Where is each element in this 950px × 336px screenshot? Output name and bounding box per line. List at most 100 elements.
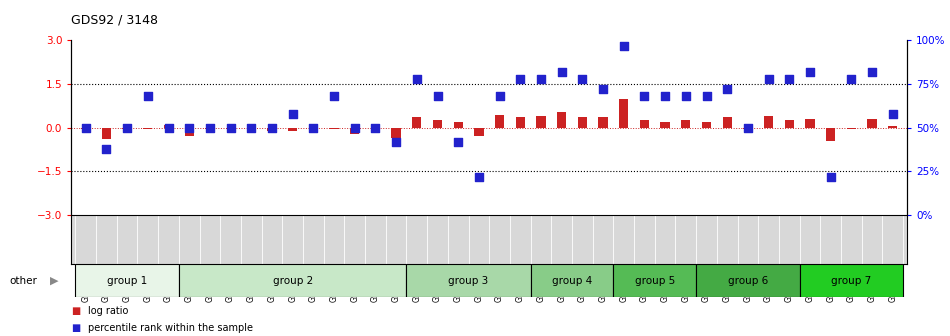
Point [141, 93, 156, 99]
Point [120, 125, 135, 130]
Text: other: other [10, 276, 37, 286]
Bar [846, 128, 856, 129]
Point [78, 125, 93, 130]
Bar [407, 264, 531, 297]
Bar [619, 98, 628, 128]
Bar [614, 264, 696, 297]
Bar [391, 128, 401, 138]
Bar [226, 128, 236, 129]
Bar [806, 119, 815, 128]
Bar [247, 128, 256, 129]
Point [554, 69, 569, 75]
Bar [81, 128, 90, 129]
Point [264, 125, 279, 130]
Point [719, 87, 734, 92]
Point [368, 125, 383, 130]
Text: ■: ■ [71, 323, 81, 333]
Point [223, 125, 238, 130]
Bar [370, 128, 380, 129]
Bar [267, 128, 276, 131]
Point [617, 43, 632, 48]
Text: percentile rank within the sample: percentile rank within the sample [88, 323, 254, 333]
Point [181, 125, 197, 130]
Text: GDS92 / 3148: GDS92 / 3148 [71, 14, 159, 27]
Bar [764, 116, 773, 128]
Bar [330, 128, 339, 129]
Bar [516, 118, 525, 128]
Text: group 7: group 7 [831, 276, 871, 286]
Bar [495, 115, 504, 128]
Point [327, 93, 342, 99]
Bar [412, 118, 422, 128]
Point [492, 93, 507, 99]
Bar [888, 126, 898, 128]
Text: group 3: group 3 [448, 276, 488, 286]
Point [389, 139, 404, 144]
Bar [537, 116, 545, 128]
Bar [531, 264, 614, 297]
Point [575, 76, 590, 81]
Point [471, 174, 486, 179]
Bar [681, 120, 691, 128]
Point [430, 93, 446, 99]
Text: ▶: ▶ [50, 276, 58, 286]
Point [782, 76, 797, 81]
Bar [578, 118, 587, 128]
Point [533, 76, 548, 81]
Point [513, 76, 528, 81]
Bar [184, 128, 194, 136]
Bar [351, 128, 359, 133]
Bar [309, 128, 318, 129]
Point [761, 76, 776, 81]
Bar [639, 120, 649, 128]
Point [347, 125, 362, 130]
Bar [163, 125, 173, 128]
Point [202, 125, 218, 130]
Bar [288, 128, 297, 131]
Point [803, 69, 818, 75]
Point [740, 125, 755, 130]
Point [161, 125, 176, 130]
Text: ■: ■ [71, 306, 81, 316]
Text: group 5: group 5 [635, 276, 674, 286]
Point [823, 174, 838, 179]
Point [285, 111, 300, 116]
Bar [75, 264, 179, 297]
Bar [433, 120, 442, 128]
Point [657, 93, 673, 99]
Point [678, 93, 694, 99]
Bar [785, 120, 794, 128]
Bar [800, 264, 903, 297]
Bar [123, 128, 132, 129]
Bar [205, 128, 215, 129]
Point [699, 93, 714, 99]
Bar [143, 128, 152, 129]
Point [885, 111, 901, 116]
Point [99, 146, 114, 151]
Bar [474, 128, 484, 136]
Bar [743, 128, 752, 129]
Text: group 6: group 6 [728, 276, 768, 286]
Point [596, 87, 611, 92]
Bar [453, 122, 463, 128]
Bar [867, 119, 877, 128]
Point [864, 69, 880, 75]
Point [450, 139, 465, 144]
Point [844, 76, 859, 81]
Bar [826, 128, 835, 141]
Text: group 1: group 1 [107, 276, 147, 286]
Point [636, 93, 652, 99]
Bar [179, 264, 407, 297]
Bar [598, 118, 608, 128]
Point [244, 125, 259, 130]
Text: group 2: group 2 [273, 276, 313, 286]
Bar [557, 112, 566, 128]
Bar [696, 264, 800, 297]
Point [306, 125, 321, 130]
Point [409, 76, 425, 81]
Bar [660, 122, 670, 128]
Bar [102, 128, 111, 139]
Text: log ratio: log ratio [88, 306, 128, 316]
Text: group 4: group 4 [552, 276, 592, 286]
Bar [702, 122, 712, 128]
